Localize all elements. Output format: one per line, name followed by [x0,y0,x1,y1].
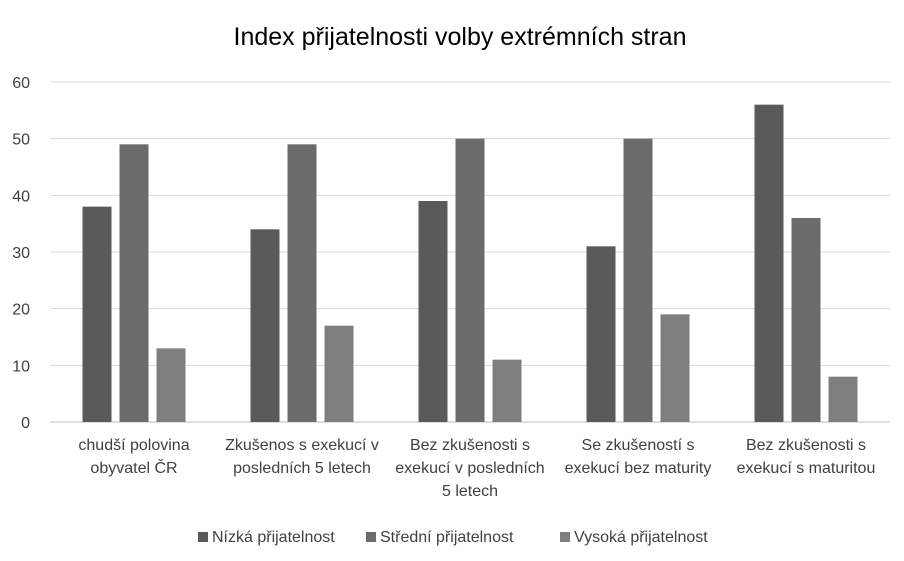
x-tick-label: Zkušenos s exekucí v [225,437,379,454]
x-tick-label: Se zkušeností s [582,437,695,454]
y-tick-label: 50 [12,132,30,149]
bar [250,229,280,422]
bar [754,104,784,423]
bar [287,144,317,423]
legend-swatch [560,532,570,542]
x-tick-label: exekucí s maturitou [737,460,876,477]
legend-label: Střední přijatelnost [380,529,514,546]
bar [324,325,354,422]
y-tick-label: 40 [12,188,30,205]
x-tick-label: chudší polovina [78,437,189,454]
x-tick-label: posledních 5 letech [233,460,371,477]
bar [82,206,112,422]
x-tick-label: obyvatel ČR [90,458,177,477]
legend-swatch [366,532,376,542]
bar [586,246,616,422]
y-tick-label: 0 [21,415,30,432]
bar [156,348,186,422]
bar [828,376,858,422]
x-tick-label: Bez zkušenosti s [746,437,866,454]
x-tick-label: Bez zkušenosti s [410,437,530,454]
chart-title: Index přijatelnosti volby extrémních str… [234,23,687,51]
legend-swatch [198,532,208,542]
legend-label: Nízká přijatelnost [212,529,335,546]
bar [492,359,522,422]
y-tick-label: 10 [12,358,30,375]
bar [791,218,821,422]
x-tick-label: exekucí bez maturity [565,460,712,477]
x-tick-label: exekucí v posledních [395,460,544,477]
x-tick-label: 5 letech [442,483,498,500]
bar [660,314,690,422]
bar [119,144,149,423]
legend-label: Vysoká přijatelnost [574,529,708,546]
y-tick-label: 20 [12,302,30,319]
y-tick-label: 60 [12,75,30,92]
bar [455,138,485,422]
bar [418,201,448,422]
bar [623,138,653,422]
y-tick-label: 30 [12,245,30,262]
